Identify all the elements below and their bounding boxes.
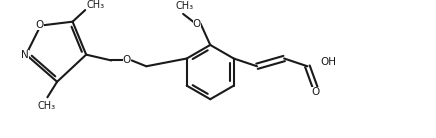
Text: O: O <box>311 87 319 97</box>
Text: CH₃: CH₃ <box>37 101 55 111</box>
Text: N: N <box>21 50 29 60</box>
Text: O: O <box>123 55 131 65</box>
Text: OH: OH <box>321 57 337 67</box>
Text: CH₃: CH₃ <box>176 1 194 11</box>
Text: O: O <box>193 19 201 29</box>
Text: O: O <box>35 20 44 30</box>
Text: CH₃: CH₃ <box>87 0 105 10</box>
